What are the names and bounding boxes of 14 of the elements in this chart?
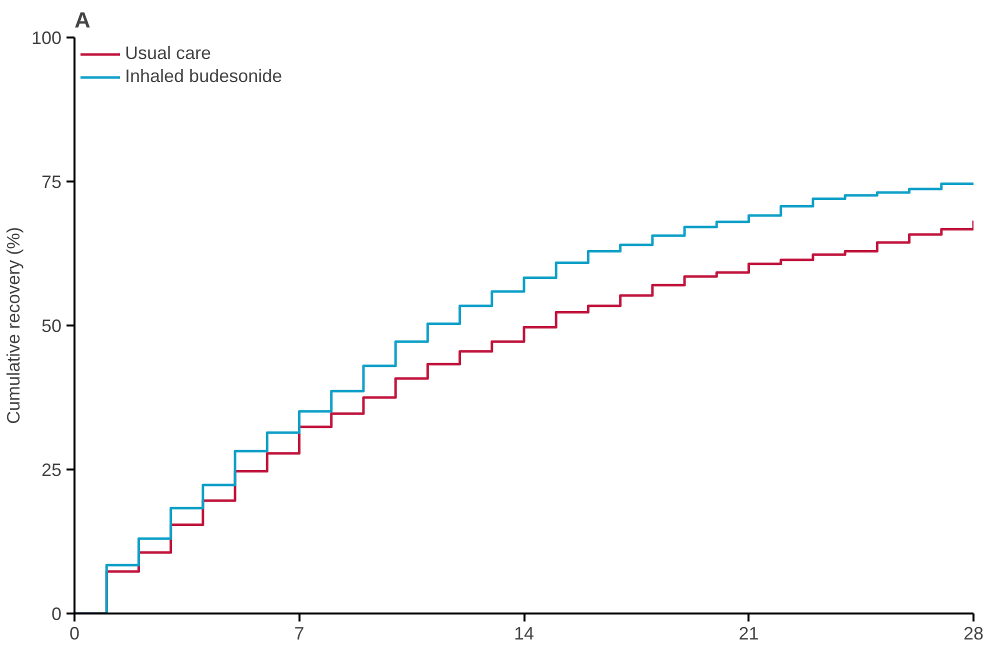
y-tick-label: 25 bbox=[41, 460, 62, 480]
y-tick-label: 0 bbox=[51, 604, 62, 624]
y-axis-title: Cumulative recovery (%) bbox=[3, 226, 24, 424]
chart-title: A bbox=[74, 8, 90, 32]
x-tick-label: 0 bbox=[69, 624, 80, 644]
x-tick-label: 28 bbox=[963, 624, 984, 644]
y-tick-label: 100 bbox=[31, 28, 62, 48]
legend-label: Usual care bbox=[125, 43, 212, 64]
x-tick-label: 14 bbox=[514, 624, 534, 644]
y-tick-label: 50 bbox=[41, 316, 62, 336]
x-tick-label: 7 bbox=[294, 624, 304, 644]
legend-label: Inhaled budesonide bbox=[125, 66, 282, 87]
y-tick-label: 75 bbox=[41, 172, 62, 192]
x-tick-label: 21 bbox=[738, 624, 759, 644]
